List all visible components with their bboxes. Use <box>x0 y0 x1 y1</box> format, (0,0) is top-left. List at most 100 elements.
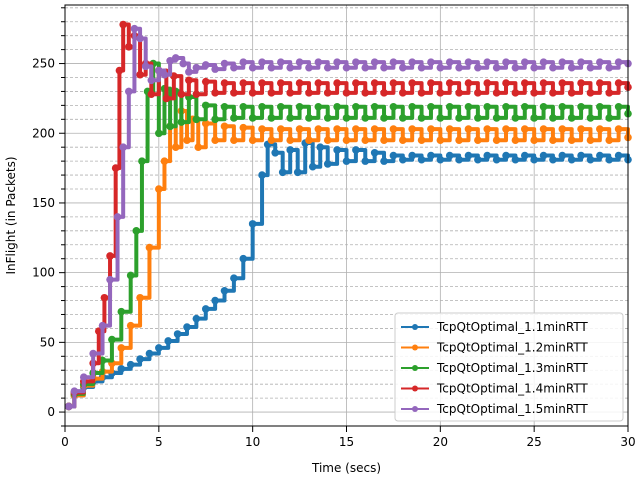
data-point <box>125 87 133 96</box>
data-point <box>201 119 210 128</box>
data-point <box>286 146 295 154</box>
data-point <box>408 151 416 160</box>
data-point <box>539 102 548 111</box>
data-point <box>333 125 341 133</box>
data-point <box>577 58 585 66</box>
data-point <box>201 101 210 110</box>
data-point <box>220 286 229 295</box>
data-point <box>125 43 133 51</box>
data-point <box>192 115 201 124</box>
data-point <box>427 125 435 133</box>
x-tick-label: 30 <box>620 435 635 449</box>
data-point <box>106 275 114 284</box>
y-tick-label: 150 <box>32 196 55 210</box>
x-tick-label: 10 <box>245 435 260 449</box>
data-point <box>267 136 276 145</box>
data-point <box>380 136 388 145</box>
data-point <box>314 125 323 133</box>
data-point <box>166 122 174 131</box>
data-point <box>305 136 313 145</box>
data-point <box>558 58 567 66</box>
data-point <box>211 89 219 97</box>
data-point <box>483 151 492 160</box>
data-point <box>117 365 126 373</box>
data-point <box>119 143 127 151</box>
data-point <box>342 63 351 72</box>
data-point <box>211 136 219 145</box>
data-point <box>549 155 557 164</box>
data-point <box>577 102 585 111</box>
data-point <box>511 155 520 164</box>
data-point <box>173 330 182 338</box>
data-point <box>230 89 238 97</box>
legend-label: TcpQtOptimal_1.4minRTT <box>436 382 588 396</box>
data-point <box>445 58 454 66</box>
data-point <box>305 114 313 122</box>
data-point <box>474 63 482 72</box>
data-point <box>295 58 304 66</box>
data-point <box>445 102 454 111</box>
data-point <box>408 79 416 87</box>
legend-item: TcpQtOptimal_1.5minRTT <box>401 402 588 416</box>
legend-label: TcpQtOptimal_1.3minRTT <box>436 361 588 375</box>
data-point <box>295 125 304 133</box>
legend-swatch-marker <box>412 385 418 392</box>
data-point <box>530 155 538 164</box>
data-point <box>417 155 426 164</box>
data-point <box>539 151 548 160</box>
data-point <box>333 146 341 154</box>
data-point <box>194 143 203 151</box>
data-point <box>164 337 173 345</box>
data-point <box>502 151 510 160</box>
data-point <box>333 102 341 111</box>
y-axis-title: InFlight (in Packets) <box>4 156 18 274</box>
data-point <box>399 114 407 122</box>
data-point <box>342 157 351 165</box>
data-point <box>380 114 388 122</box>
data-point <box>567 114 576 122</box>
data-point <box>605 136 614 145</box>
data-point <box>267 63 276 72</box>
data-point <box>220 122 229 131</box>
data-point <box>445 125 454 133</box>
data-point <box>342 89 351 97</box>
data-point <box>520 102 529 111</box>
data-point <box>399 155 407 164</box>
data-point <box>155 66 163 75</box>
data-point <box>185 68 193 76</box>
data-point <box>520 151 529 160</box>
data-point <box>464 151 473 160</box>
data-point <box>277 79 285 87</box>
axes: 0 5 10 15 20 25 30 0 50 100 150 200 250 <box>32 7 636 449</box>
data-point <box>155 344 163 352</box>
legend: TcpQtOptimal_1.1minRTT TcpQtOptimal_1.2mi… <box>394 312 624 422</box>
legend-swatch-marker <box>412 365 418 371</box>
data-point <box>370 148 379 157</box>
data-point <box>220 102 229 111</box>
data-point <box>220 79 229 87</box>
data-point <box>539 79 548 87</box>
data-point <box>126 321 135 330</box>
data-point <box>511 63 520 72</box>
legend-swatch-marker <box>412 406 418 412</box>
y-tick-label: 0 <box>47 405 55 419</box>
data-point <box>567 136 576 145</box>
x-tick-label: 0 <box>61 435 69 449</box>
data-point <box>614 102 623 111</box>
data-point <box>155 129 163 138</box>
data-point <box>549 136 557 145</box>
data-point <box>177 90 186 99</box>
data-point <box>239 123 248 132</box>
data-point <box>577 151 585 160</box>
data-point <box>132 227 141 235</box>
data-point <box>185 76 193 85</box>
data-point <box>483 79 492 87</box>
data-point <box>98 321 107 330</box>
data-point <box>333 58 341 66</box>
data-point <box>474 136 482 145</box>
data-point <box>455 155 463 164</box>
data-point <box>295 102 304 111</box>
data-point <box>239 254 248 263</box>
data-point <box>389 102 398 111</box>
data-point <box>286 114 295 122</box>
